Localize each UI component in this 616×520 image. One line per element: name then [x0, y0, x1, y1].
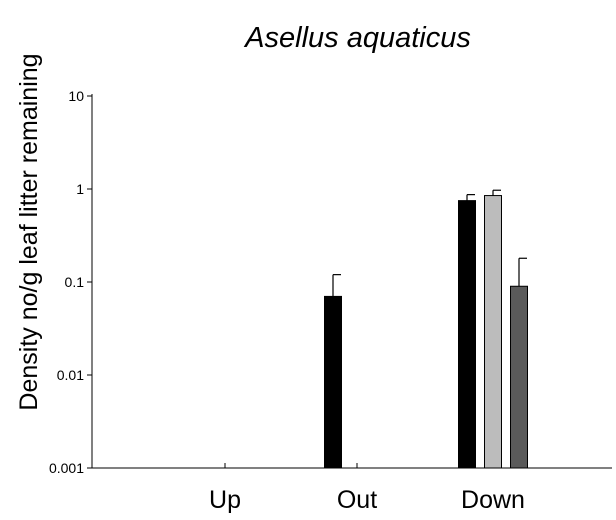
- x-tick-label: Down: [461, 486, 525, 514]
- bar: [324, 295, 342, 469]
- y-tick-label: 0.01: [57, 367, 84, 383]
- y-tick-label: 10: [68, 88, 84, 104]
- y-tick-label: 0.001: [49, 460, 84, 476]
- y-ticks: 0.001 0.01 0.1 1 10: [49, 88, 92, 476]
- x-tick-label: Out: [337, 486, 377, 514]
- y-tick-label: 0.1: [65, 274, 85, 290]
- x-ticks: Up Out Down: [209, 463, 525, 514]
- y-tick-label: 1: [76, 181, 84, 197]
- bar: [458, 200, 476, 469]
- bar: [510, 285, 528, 469]
- y-axis-label: Density no/g leaf litter remaining: [15, 53, 43, 410]
- chart-title: Asellus aquaticus: [243, 22, 471, 54]
- bars: [324, 189, 528, 469]
- x-tick-label: Up: [209, 486, 241, 514]
- bar: [484, 195, 502, 469]
- axes: [91, 94, 612, 469]
